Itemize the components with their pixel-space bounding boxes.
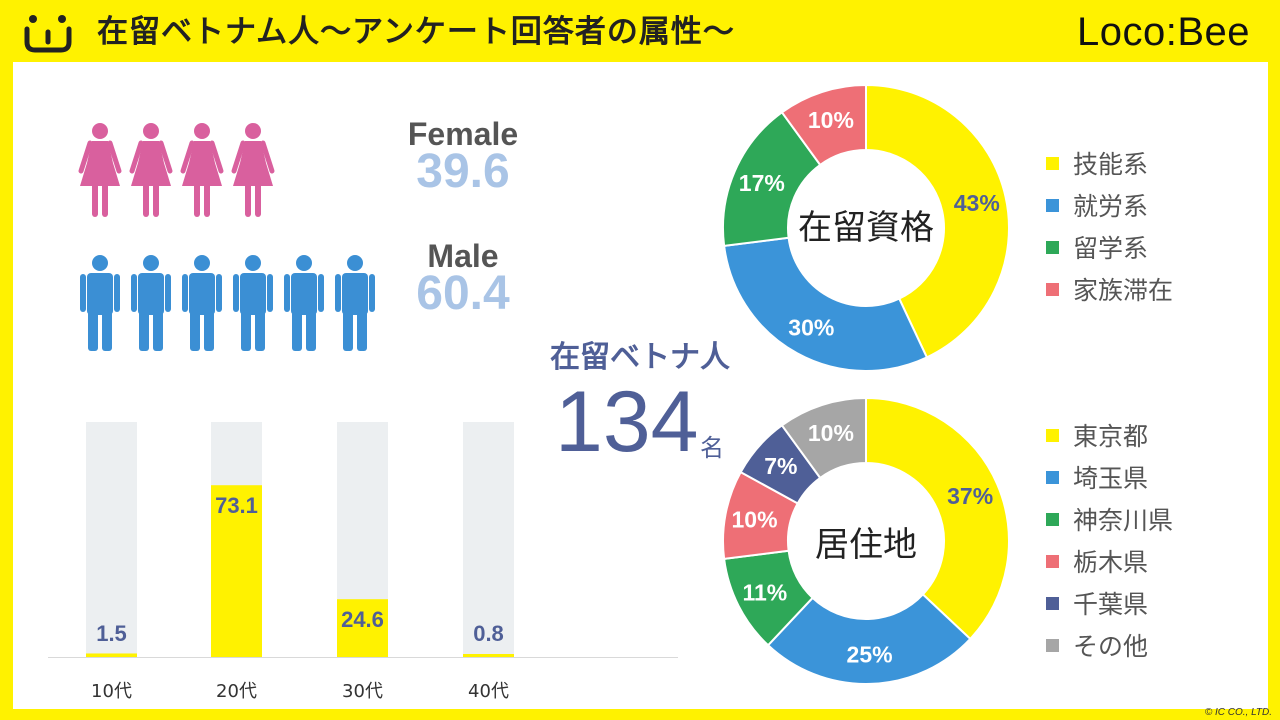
male-person-icon: [131, 255, 171, 351]
female-person-icon: [129, 123, 173, 217]
brand-logo-icon: [24, 15, 72, 53]
status-legend-swatch: [1046, 282, 1059, 296]
status-donut-slice: [780, 83, 867, 167]
female-label: Female: [407, 116, 519, 152]
status-legend-item: 留学系: [1046, 226, 1173, 268]
residence-legend-label: 東京都: [1073, 422, 1149, 451]
female-value: 39.6: [416, 145, 510, 198]
age-bar-track: [86, 422, 137, 657]
status-donut-chart: 43% 30% 17% 10%: [722, 83, 1010, 372]
age-bar-value-label: 24.6: [341, 607, 384, 632]
age-category-label: 40代: [468, 681, 509, 702]
male-person-icon: [284, 255, 324, 351]
residence-legend-swatch: [1046, 470, 1059, 484]
residence-legend-item: 埼玉県: [1046, 456, 1173, 498]
page-title: 在留ベトナム人〜アンケート回答者の属性〜: [97, 14, 735, 50]
age-bar: [211, 485, 262, 657]
status-legend: 技能系就労系留学系家族滞在: [1046, 142, 1173, 310]
age-category-label: 10代: [91, 681, 132, 702]
total-value: 134: [555, 374, 699, 470]
age-bar-track: [463, 422, 514, 657]
male-person-icon: [80, 255, 120, 351]
age-bar-value-label: 73.1: [215, 493, 258, 518]
residence-donut-percent-label: 7%: [764, 453, 797, 479]
residence-legend-label: 栃木県: [1073, 548, 1149, 577]
male-person-icon: [182, 255, 222, 351]
status-legend-label: 留学系: [1073, 234, 1149, 263]
status-legend-label: 技能系: [1073, 150, 1149, 179]
status-legend-label: 就労系: [1073, 192, 1149, 221]
status-legend-item: 技能系: [1046, 142, 1173, 184]
residence-legend-item: 栃木県: [1046, 540, 1173, 582]
residence-legend-swatch: [1046, 638, 1059, 652]
residence-legend-swatch: [1046, 512, 1059, 526]
status-legend-swatch: [1046, 156, 1059, 170]
total-label: 在留ベトナ人: [550, 340, 730, 375]
copyright: © IC CO., LTD.: [1204, 707, 1272, 718]
status-donut-percent-label: 30%: [788, 314, 834, 340]
residence-legend-item: 神奈川県: [1046, 498, 1173, 540]
age-bar: [463, 654, 514, 657]
male-person-icon: [335, 255, 375, 351]
age-category-label: 20代: [216, 681, 257, 702]
residence-donut-percent-label: 10%: [731, 507, 777, 533]
residence-legend-label: その他: [1073, 632, 1149, 661]
residence-legend-swatch: [1046, 428, 1059, 442]
age-bar-value-label: 0.8: [473, 621, 504, 646]
residence-donut-percent-label: 25%: [847, 641, 893, 667]
age-bar-value-label: 1.5: [96, 621, 127, 646]
status-donut-slice: [865, 83, 1010, 359]
status-legend-swatch: [1046, 240, 1059, 254]
status-legend-swatch: [1046, 198, 1059, 212]
status-donut-percent-label: 43%: [954, 190, 1000, 216]
male-person-icon: [233, 255, 273, 351]
residence-legend-swatch: [1046, 596, 1059, 610]
residence-legend-item: 東京都: [1046, 414, 1173, 456]
age-bar: [337, 599, 388, 657]
female-person-icon: [231, 123, 275, 217]
residence-legend-item: 千葉県: [1046, 582, 1173, 624]
residence-donut-chart: 37% 25% 11% 10% 7% 10%: [722, 396, 1010, 685]
male-label: Male: [427, 238, 499, 274]
status-donut-percent-label: 10%: [808, 107, 854, 133]
status-legend-label: 家族滞在: [1073, 276, 1174, 305]
residence-donut-slice: [766, 592, 972, 685]
age-category-label: 30代: [342, 681, 383, 702]
residence-legend: 東京都埼玉県神奈川県栃木県千葉県その他: [1046, 414, 1173, 666]
residence-donut-percent-label: 11%: [742, 580, 787, 606]
status-donut-percent-label: 17%: [739, 170, 785, 196]
status-donut-slice: [723, 236, 929, 372]
residence-donut-percent-label: 10%: [808, 420, 854, 446]
female-person-icon: [78, 123, 122, 217]
status-donut-title: 在留資格: [798, 208, 934, 248]
residence-legend-label: 埼玉県: [1073, 464, 1149, 493]
total-unit: 名: [700, 434, 724, 462]
residence-legend-label: 千葉県: [1073, 590, 1149, 619]
residence-donut-percent-label: 37%: [947, 483, 993, 509]
residence-donut-slice: [865, 396, 1010, 641]
brand-name: Loco:Bee: [1076, 10, 1250, 54]
residence-legend-label: 神奈川県: [1073, 506, 1174, 535]
age-bar-chart: 1.5 10代 73.1 20代 24.6 30代 0.8 40代: [48, 422, 678, 702]
male-value: 60.4: [416, 267, 510, 320]
residence-legend-swatch: [1046, 554, 1059, 568]
residence-donut-title: 居住地: [815, 525, 917, 565]
status-legend-item: 家族滞在: [1046, 268, 1173, 310]
status-legend-item: 就労系: [1046, 184, 1173, 226]
residence-donut-slice: [780, 396, 867, 480]
residence-legend-item: その他: [1046, 624, 1173, 666]
age-bar: [86, 653, 137, 657]
female-person-icon: [180, 123, 224, 217]
